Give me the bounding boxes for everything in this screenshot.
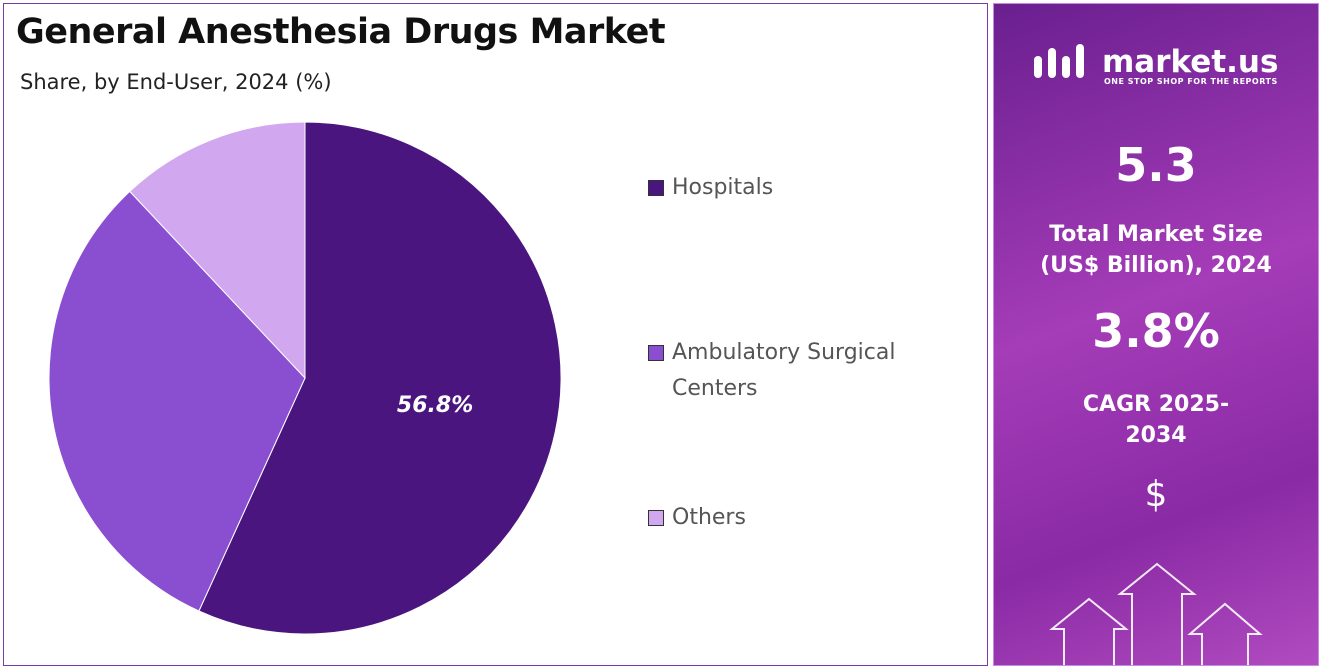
chart-subtitle: Share, by End-User, 2024 (%) bbox=[20, 70, 332, 94]
legend-label: Hospitals bbox=[672, 175, 774, 200]
cagr: 3.8% bbox=[1092, 304, 1220, 358]
legend-label: Others bbox=[672, 505, 746, 530]
decoration bbox=[1034, 44, 1263, 665]
currency-icon: $ bbox=[1144, 474, 1168, 515]
legend-label: Ambulatory Surgical Centers bbox=[672, 340, 896, 401]
legend-item: Ambulatory Surgical Centers bbox=[648, 335, 932, 407]
data-label: 56.8% bbox=[397, 393, 473, 418]
logo: market.us bbox=[1102, 44, 1279, 80]
chart: 56.8% bbox=[48, 121, 562, 635]
legend-swatch bbox=[648, 510, 664, 526]
legend-item: Others bbox=[648, 500, 932, 536]
legend-item: Hospitals bbox=[648, 170, 932, 206]
legend-swatch bbox=[648, 345, 664, 361]
sidebar: market.us ONE STOP SHOP FOR THE REPORTS … bbox=[993, 3, 1319, 666]
legend-swatch bbox=[648, 180, 664, 196]
market-size-label: Total Market Size (US$ Billion), 2024 bbox=[1040, 222, 1272, 278]
chart-title: General Anesthesia Drugs Market bbox=[16, 12, 666, 52]
market-size: 5.3 bbox=[1115, 138, 1197, 192]
pie-slice bbox=[129, 121, 306, 380]
chart-panel bbox=[3, 3, 988, 666]
cagr-label: CAGR 2025-2034 bbox=[1082, 392, 1230, 448]
pie-slice bbox=[48, 190, 306, 612]
pie-slice bbox=[198, 121, 562, 635]
tagline: ONE STOP SHOP FOR THE REPORTS bbox=[1104, 77, 1278, 86]
